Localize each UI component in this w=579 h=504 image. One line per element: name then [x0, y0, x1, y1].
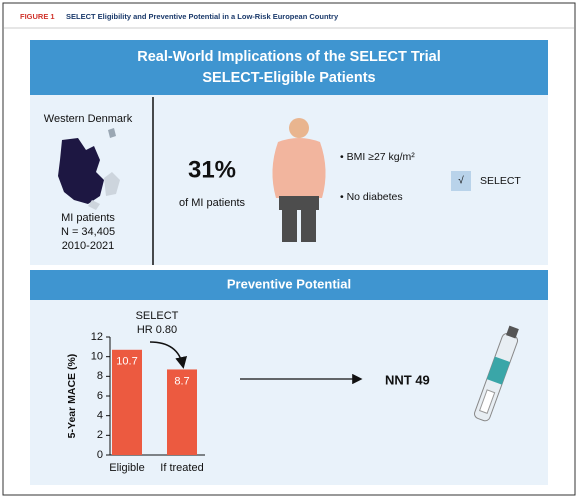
bar [167, 369, 197, 455]
figure-label: FIGURE 1 [20, 12, 55, 21]
region-line: MI patients [61, 212, 115, 224]
value-label: 8.7 [174, 375, 189, 387]
section-title: Preventive Potential [227, 276, 351, 291]
pen [474, 325, 519, 422]
banner [30, 40, 548, 95]
annotation: HR 0.80 [137, 324, 177, 336]
y-tick-label: 2 [97, 429, 103, 441]
region-name: Western Denmark [44, 113, 133, 125]
x-tick-label: If treated [160, 462, 203, 474]
criterion: • BMI ≥27 kg/m² [340, 151, 415, 163]
hr-arrow [149, 341, 188, 369]
map-rest [88, 172, 120, 210]
figure-title: SELECT Eligibility and Preventive Potent… [66, 12, 339, 21]
map-inset [108, 128, 116, 138]
person [272, 118, 326, 242]
y-tick-label: 12 [91, 331, 103, 343]
chart: 0 2 4 6 8 10 12 5-Year MACE (%) SELECT HR 0.80 10.… [66, 310, 205, 474]
check: √ [458, 175, 464, 187]
bar [112, 349, 142, 455]
banner-subtitle: SELECT-Eligible Patients [202, 70, 375, 86]
region-line: N = 34,405 [61, 226, 115, 238]
panel [30, 300, 548, 485]
annotation: SELECT [136, 310, 179, 322]
y-axis-label: 5-Year MACE (%) [66, 354, 78, 439]
banner [30, 270, 548, 300]
map [58, 138, 104, 204]
banner-title: Real-World Implications of the SELECT Tr… [137, 49, 440, 65]
nnt: NNT 49 [385, 372, 430, 387]
percent: 31% [188, 156, 236, 183]
y-tick-label: 4 [97, 410, 103, 422]
y-tick-label: 0 [97, 449, 103, 461]
y-tick-label: 6 [97, 390, 103, 402]
check-box [451, 171, 471, 191]
y-tick-label: 10 [91, 351, 103, 363]
region-line: 2010-2021 [62, 240, 115, 252]
x-tick-label: Eligible [109, 462, 144, 474]
select-label: SELECT [480, 175, 521, 187]
percent-caption: of MI patients [179, 197, 246, 209]
value-label: 10.7 [116, 356, 137, 368]
y-tick-label: 8 [97, 370, 103, 382]
criterion: • No diabetes [340, 191, 403, 203]
